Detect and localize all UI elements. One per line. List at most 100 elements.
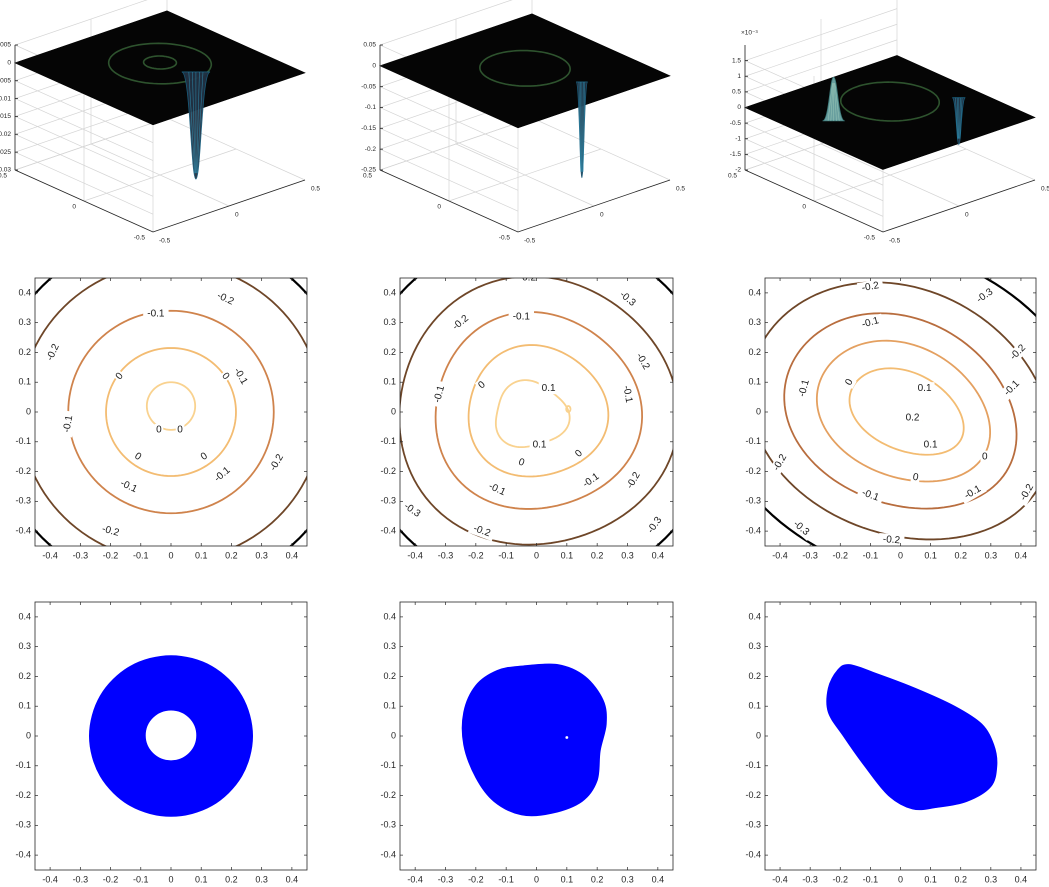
- contour-label: -0.1: [619, 380, 636, 408]
- contour-line: [815, 339, 992, 483]
- surface-gridline-x-floor: [531, 117, 671, 181]
- contour-label-bg: [856, 313, 885, 332]
- contour-label-bg: [400, 498, 426, 523]
- surface-ztick-label: -0.03: [0, 167, 11, 174]
- contour-ytick-label: 0.1: [18, 377, 31, 387]
- region-ytick-label: 0: [26, 730, 31, 740]
- region-xtick-label: -0.2: [103, 874, 119, 884]
- surface-panel-top-right: 1.5 1 0.5 0 -0.5 -1 -1.5 -2 ×10⁻³ -0.5 0 0.5 -0.5 0 0.…: [728, 0, 1049, 245]
- region-xtick-label: -0.1: [498, 874, 514, 884]
- contour-label-bg: [143, 307, 169, 320]
- region-xtick-label: -0.4: [407, 874, 423, 884]
- contour-ytick-label: -0.2: [745, 466, 761, 476]
- contour-plot-area: [35, 278, 307, 546]
- surface-ztick-label: -0.01: [0, 95, 11, 102]
- surface-xtick-label: -0.5: [889, 238, 901, 245]
- region-ytick-label: 0.4: [748, 611, 761, 621]
- contour-ytick-label: 0.3: [18, 317, 31, 327]
- region-ytick-label: 0.3: [383, 641, 396, 651]
- contour-xtick-label: 0: [534, 550, 539, 560]
- contour-xtick-label: -0.1: [133, 550, 149, 560]
- contour-xtick-label: -0.2: [103, 550, 119, 560]
- contour-xtick-label: -0.2: [468, 550, 484, 560]
- contour-ytick-label: -0.4: [745, 525, 761, 535]
- contour-label: -0.1: [856, 313, 885, 332]
- region-ytick-label: -0.3: [15, 820, 31, 830]
- surface-axis-floor: [379, 169, 671, 233]
- region-xtick-label: -0.3: [802, 874, 818, 884]
- contour-label: -0.2: [514, 278, 541, 284]
- surface-ztick-label: -0.05: [361, 83, 376, 90]
- contour-label-text: 0: [517, 457, 526, 469]
- region-xtick-label: 0.1: [195, 874, 208, 884]
- contour-line: [434, 311, 644, 510]
- contour-label: 0.1: [920, 438, 941, 451]
- contour-xtick-label: -0.3: [438, 550, 454, 560]
- contour-label-bg: [96, 522, 125, 541]
- surface-panel-top-middle: 0.05 0 -0.05 -0.1 -0.15 -0.2 -0.25 -0.5 0 0.5 -0.5…: [361, 0, 685, 245]
- contour-label-bg: [998, 374, 1026, 402]
- surface-mesh-streak: [959, 97, 961, 139]
- contour-xtick-label: -0.3: [73, 550, 89, 560]
- region-ytick-label: 0.1: [748, 701, 761, 711]
- contour-label-bg: [42, 338, 64, 367]
- region-ytick-label: -0.3: [745, 820, 761, 830]
- contour-label-bg: [175, 423, 185, 436]
- region-xtick-label: -0.1: [133, 874, 149, 884]
- contour-label-bg: [631, 347, 655, 376]
- surface-mesh-streak: [582, 81, 586, 172]
- contour-ytick-label: 0.3: [383, 317, 396, 327]
- region-ytick-label: 0: [391, 730, 396, 740]
- surface-xtick-label: 0: [965, 212, 969, 219]
- contour-label: -0.1: [430, 380, 449, 408]
- contour-label-text: -0.1: [797, 378, 812, 398]
- contour-line: [467, 344, 610, 478]
- contour-label-bg: [856, 278, 884, 296]
- contour-label-bg: [841, 375, 857, 389]
- surface-ytick-label: -0.5: [864, 235, 876, 242]
- region-xtick-label: 0.1: [924, 874, 937, 884]
- contour-label-bg: [920, 438, 941, 451]
- region-ytick-label: 0: [756, 730, 761, 740]
- contour-label-bg: [529, 438, 550, 451]
- contour-label-bg: [878, 532, 905, 546]
- surface-mesh-streak: [833, 83, 837, 121]
- surface-ytick-label: 0.5: [728, 173, 737, 180]
- contour-label-bg: [622, 466, 646, 495]
- contour-line: [783, 312, 1018, 510]
- region-xtick-label: 0.2: [954, 874, 967, 884]
- contour-label-bg: [474, 377, 490, 393]
- contour-label-bg: [619, 380, 636, 408]
- contour-label-bg: [642, 511, 667, 540]
- surface-axis-floor: [744, 169, 1036, 233]
- region-ytick-label: -0.2: [745, 790, 761, 800]
- contour-label: 0: [112, 369, 127, 384]
- region-ytick-label: 0.2: [748, 671, 761, 681]
- contour-xtick-label: 0.2: [225, 550, 238, 560]
- contour-xtick-label: -0.1: [863, 550, 879, 560]
- contour-label-bg: [218, 369, 233, 384]
- contour-label-bg: [914, 382, 935, 395]
- surface-ztick-label: -1.5: [730, 151, 742, 158]
- contour-label: 0: [841, 375, 857, 389]
- region-ytick-label: 0.3: [18, 641, 31, 651]
- surface-ytick-label: 0: [72, 204, 76, 211]
- contour-label-bg: [515, 455, 528, 470]
- region-fill: [88, 655, 254, 817]
- contour-label: 0.1: [914, 382, 935, 395]
- surface-ytick-label: 0: [802, 204, 806, 211]
- contour-label-bg: [483, 478, 512, 501]
- contour-label-text: 0: [843, 377, 856, 388]
- contour-label-text: 0: [199, 450, 210, 462]
- region-xtick-label: 0: [168, 874, 173, 884]
- contour-label: 0: [474, 377, 490, 393]
- surface-sheet: [14, 10, 306, 126]
- contour-label-text: 0.2: [906, 413, 920, 424]
- contour-label: 0: [175, 423, 185, 436]
- contour-label-bg: [980, 450, 990, 463]
- contour-xtick-label: 0: [898, 550, 903, 560]
- surface-ztick-label: -0.15: [361, 125, 376, 132]
- contour-label-bg: [1004, 339, 1032, 366]
- contour-label: 0.1: [538, 382, 559, 395]
